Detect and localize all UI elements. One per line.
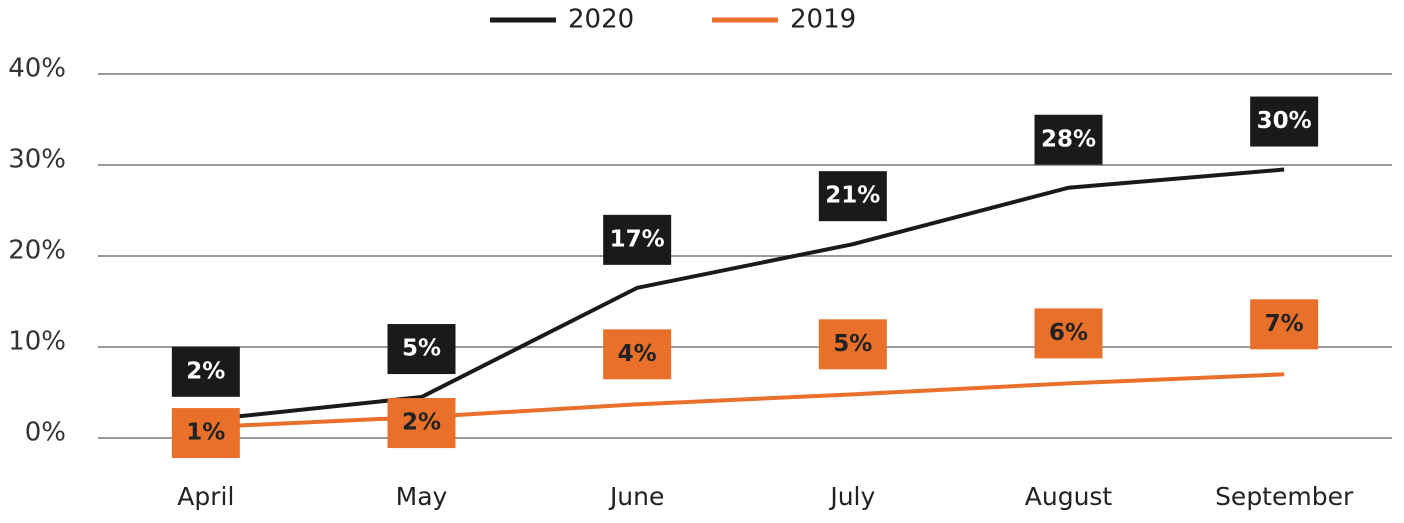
data-label: 6%: [1034, 308, 1103, 359]
data-label-text: 2%: [402, 410, 441, 436]
data-label-box: [171, 346, 240, 397]
data-label-text: 17%: [610, 226, 665, 252]
data-label: 2%: [387, 398, 456, 449]
x-tick-label: May: [396, 482, 448, 511]
data-label: 1%: [171, 408, 240, 459]
data-label-box: [603, 214, 672, 265]
data-label-box: [171, 408, 240, 459]
x-tick-label: April: [177, 482, 234, 511]
data-label-text: 5%: [833, 331, 872, 357]
data-label-box: [1250, 96, 1319, 147]
data-label: 21%: [818, 171, 887, 222]
data-label-text: 2%: [186, 358, 225, 384]
data-label-text: 21%: [825, 183, 880, 209]
data-label: 30%: [1250, 96, 1319, 147]
x-tick-label: September: [1215, 482, 1354, 511]
data-label-box: [387, 324, 456, 375]
data-label-box: [1250, 299, 1319, 350]
y-tick-label: 40%: [8, 54, 66, 84]
data-label-text: 4%: [618, 341, 657, 367]
legend-label: 2020: [568, 5, 634, 35]
data-label-box: [387, 398, 456, 449]
data-label-box: [1034, 114, 1103, 165]
data-label: 5%: [818, 319, 887, 370]
data-label-text: 30%: [1257, 108, 1312, 134]
data-label-text: 1%: [186, 420, 225, 446]
data-label-text: 5%: [402, 336, 441, 362]
data-label: 5%: [387, 324, 456, 375]
x-tick-label: August: [1025, 482, 1113, 511]
data-label-text: 7%: [1265, 311, 1304, 337]
data-label: 2%: [171, 346, 240, 397]
data-label-box: [818, 319, 887, 370]
data-label-box: [603, 329, 672, 380]
data-label-text: 6%: [1049, 320, 1088, 346]
data-label: 17%: [603, 214, 672, 265]
data-label: 7%: [1250, 299, 1319, 350]
x-tick-label: June: [608, 482, 664, 511]
y-tick-label: 30%: [8, 145, 66, 175]
data-label: 4%: [603, 329, 672, 380]
y-tick-label: 20%: [8, 236, 66, 266]
data-label-text: 28%: [1041, 126, 1096, 152]
x-tick-label: July: [828, 482, 875, 511]
data-label-box: [818, 171, 887, 222]
legend-label: 2019: [790, 5, 856, 35]
data-label: 28%: [1034, 114, 1103, 165]
data-label-box: [1034, 308, 1103, 359]
series-line: [205, 167, 1285, 422]
series-line: [205, 372, 1285, 430]
y-tick-label: 10%: [8, 327, 66, 357]
y-tick-label: 0%: [25, 418, 66, 448]
